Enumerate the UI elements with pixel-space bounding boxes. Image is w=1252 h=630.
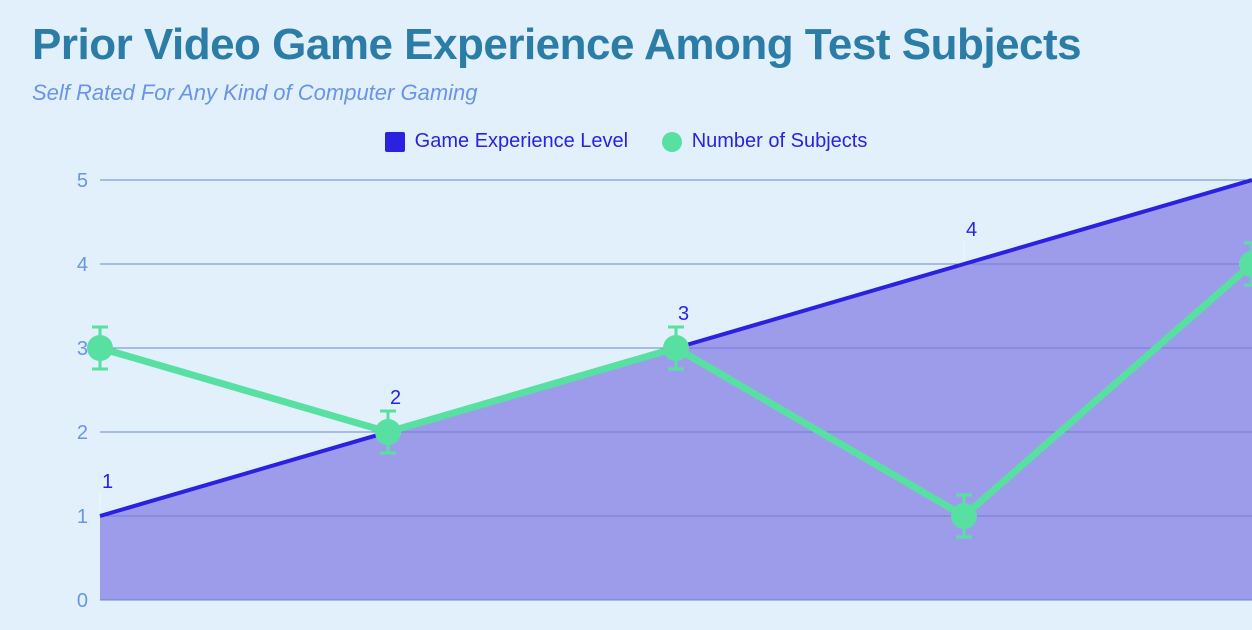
chart-container: Prior Video Game Experience Among Test S…: [0, 0, 1252, 630]
chart-plot: 0 1 2 3 4 5 1 2 3 4: [60, 170, 1252, 630]
legend-label-line: Number of Subjects: [692, 130, 868, 153]
legend-item-line: Number of Subjects: [662, 130, 868, 153]
svg-text:3: 3: [77, 338, 88, 360]
svg-text:2: 2: [390, 387, 401, 409]
svg-text:1: 1: [77, 506, 88, 528]
square-icon: [385, 132, 405, 152]
svg-text:1: 1: [102, 471, 113, 493]
chart-svg: 0 1 2 3 4 5 1 2 3 4: [60, 170, 1252, 630]
circle-icon: [662, 132, 682, 152]
svg-text:2: 2: [77, 422, 88, 444]
svg-text:3: 3: [678, 303, 689, 325]
svg-text:4: 4: [77, 254, 88, 276]
legend-item-area: Game Experience Level: [385, 130, 628, 153]
chart-subtitle: Self Rated For Any Kind of Computer Gami…: [32, 80, 478, 106]
legend-label-area: Game Experience Level: [415, 130, 628, 153]
svg-text:4: 4: [966, 219, 977, 241]
svg-text:5: 5: [77, 170, 88, 192]
chart-title: Prior Video Game Experience Among Test S…: [32, 20, 1081, 70]
legend: Game Experience Level Number of Subjects: [0, 130, 1252, 158]
svg-text:0: 0: [77, 590, 88, 612]
